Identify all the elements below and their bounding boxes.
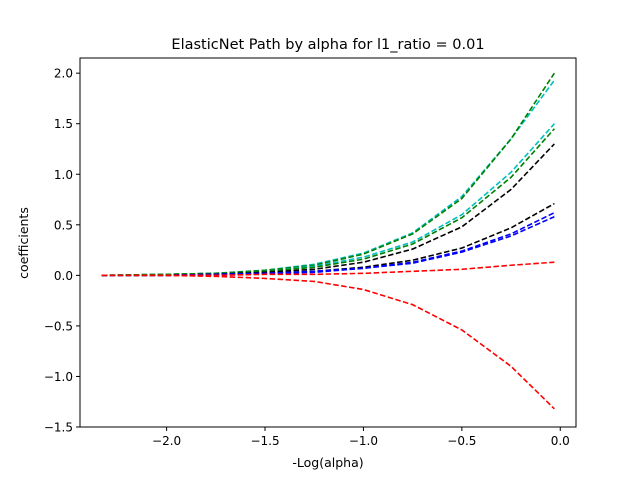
- y-tick-label: 0.5: [54, 218, 73, 232]
- x-tick-label: −1.5: [250, 434, 279, 448]
- plot-frame: [79, 57, 577, 428]
- axis-ticks: −2.0 −1.5 −1.0 −0.5 0.0 −1.5 −1.0 −0.5 0.0 0.5 1.0…: [44, 67, 570, 448]
- y-tick-label: −1.5: [44, 421, 73, 435]
- series-line-10: [101, 274, 555, 410]
- series-lines: [101, 72, 556, 410]
- y-tick-label: 2.0: [54, 67, 73, 81]
- x-tick-label: −0.5: [447, 434, 476, 448]
- x-axis-label: -Log(alpha): [292, 455, 363, 470]
- x-tick-label: 0.0: [551, 434, 570, 448]
- x-tick-label: −1.0: [349, 434, 378, 448]
- y-tick-label: −1.0: [44, 370, 73, 384]
- series-line-4: [101, 128, 555, 277]
- y-axis-label: coefficients: [16, 207, 31, 279]
- y-tick-label: 1.0: [54, 168, 73, 182]
- chart-title: ElasticNet Path by alpha for l1_ratio = …: [171, 37, 484, 53]
- y-tick-label: −0.5: [44, 319, 73, 333]
- x-tick-label: −2.0: [152, 434, 181, 448]
- y-tick-label: 1.5: [54, 117, 73, 131]
- y-tick-label: 0.0: [54, 269, 73, 283]
